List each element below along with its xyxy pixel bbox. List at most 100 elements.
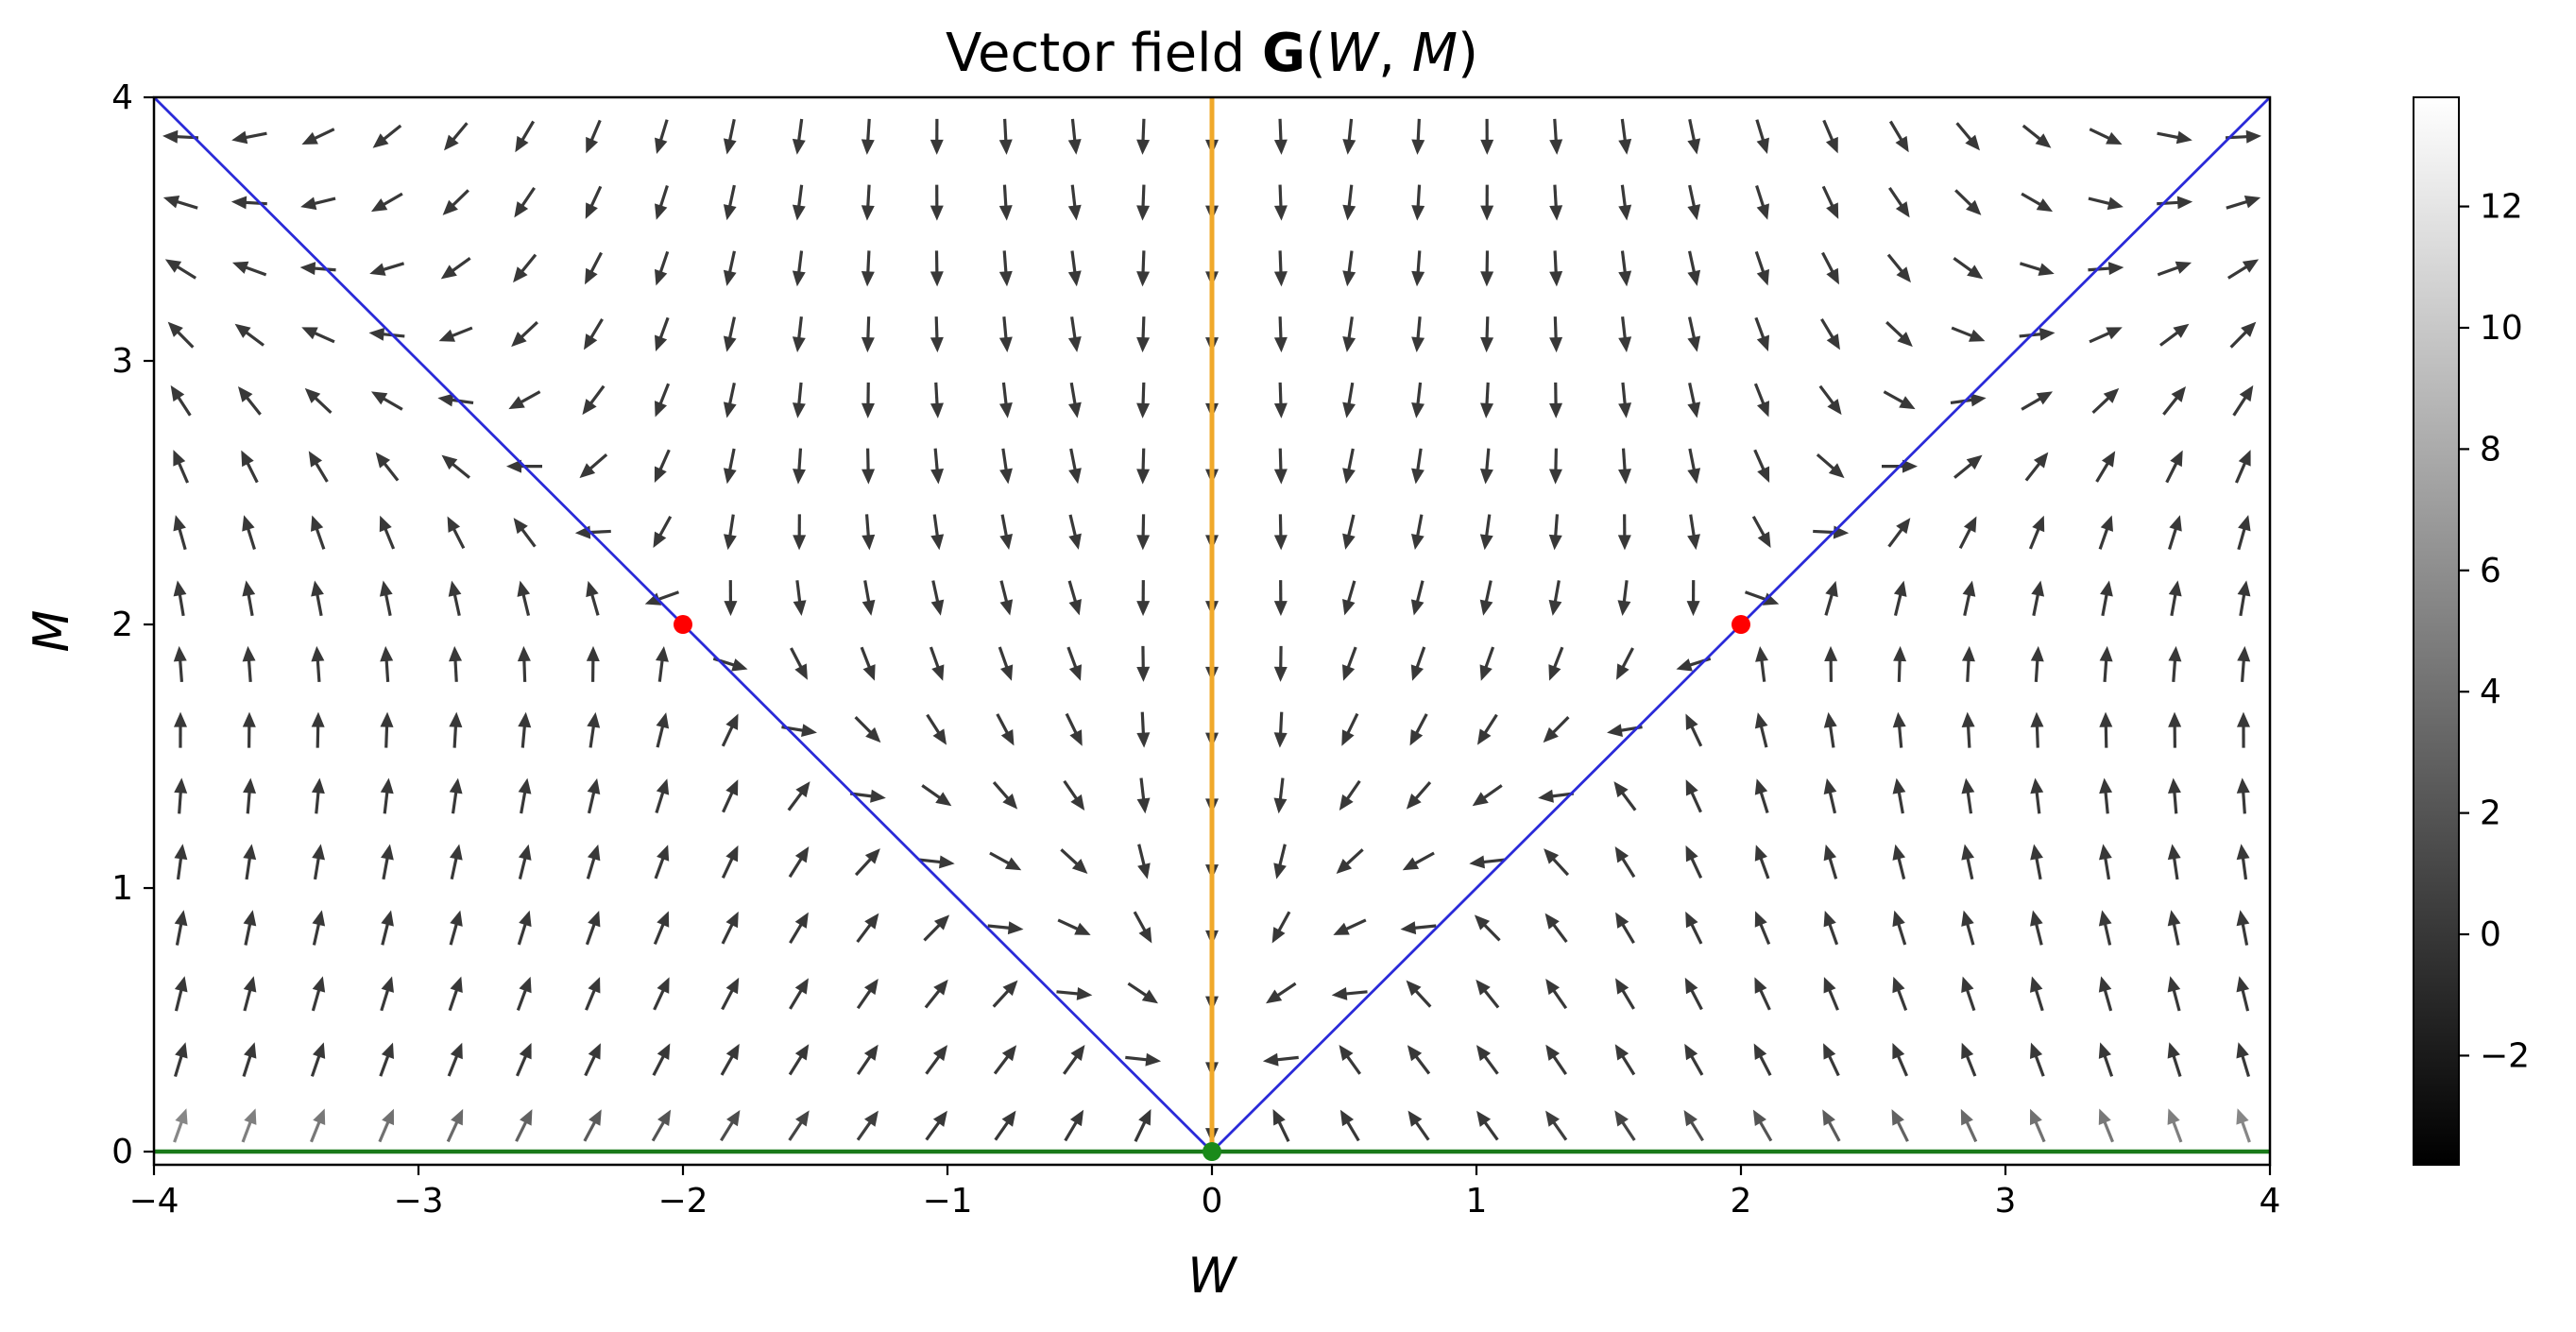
quiver-arrow	[231, 261, 267, 277]
quiver-arrow	[861, 316, 875, 353]
quiver-arrow	[1961, 711, 1975, 748]
quiver-arrow	[856, 1044, 879, 1075]
quiver-arrow	[781, 724, 817, 738]
quiver-arrow	[446, 1108, 464, 1143]
x-tick-label: 0	[1202, 1182, 1223, 1221]
quiver-arrow	[1618, 184, 1632, 221]
quiver-arrow	[1886, 253, 1911, 283]
quiver-arrow	[574, 525, 611, 539]
quiver-arrow	[449, 844, 463, 880]
quiver-arrow	[1548, 646, 1564, 681]
quiver-arrow	[310, 1108, 326, 1143]
quiver-arrow	[1961, 976, 1976, 1012]
quiver-arrow	[1823, 844, 1838, 879]
quiver-arrow	[1687, 250, 1701, 286]
quiver-arrow	[722, 779, 739, 813]
quiver-arrow	[381, 844, 394, 880]
x-tick-label: 3	[1995, 1182, 2017, 1221]
colorbar-tick-label: 6	[2480, 552, 2501, 590]
quiver-arrow	[992, 781, 1018, 810]
quiver-arrow	[862, 580, 876, 616]
quiver-arrow	[2167, 976, 2181, 1012]
quiver-arrow	[584, 1043, 601, 1077]
quiver-arrow	[174, 777, 188, 814]
quiver-arrow	[1136, 514, 1151, 551]
quiver-arrow	[162, 196, 198, 210]
quiver-arrow	[1136, 184, 1151, 221]
quiver-arrow	[1549, 118, 1563, 155]
quiver-arrow	[1614, 1110, 1636, 1141]
quiver-arrow	[1339, 1044, 1361, 1075]
quiver-arrow	[311, 515, 326, 550]
quiver-arrow	[380, 711, 394, 748]
quiver-arrow	[243, 976, 257, 1012]
quiver-arrow	[1548, 580, 1562, 616]
quiver-arrow	[999, 580, 1014, 616]
quiver-arrow	[1549, 316, 1563, 353]
fixed-points	[674, 615, 1750, 1162]
quiver-arrow	[1411, 316, 1425, 353]
quiver-arrow	[1549, 382, 1563, 418]
quiver-arrow	[2098, 515, 2113, 550]
quiver-arrow	[1410, 580, 1424, 616]
quiver-arrow	[1824, 645, 1838, 682]
quiver-arrow	[862, 514, 876, 551]
quiver-arrow	[651, 1109, 672, 1142]
quiver-arrow	[241, 450, 259, 484]
quiver-arrow	[2031, 580, 2045, 617]
quiver-arrow	[173, 645, 187, 682]
quiver-arrow	[861, 382, 875, 418]
quiver-arrow	[998, 184, 1013, 221]
quiver-arrow	[440, 256, 471, 280]
quiver-arrow	[994, 1110, 1016, 1141]
quiver-arrow	[2021, 192, 2054, 213]
quiver-arrow	[369, 262, 405, 276]
quiver-arrow	[301, 128, 335, 145]
quiver-arrow	[1476, 979, 1500, 1009]
quiver-arrow	[508, 390, 541, 410]
colorbar-gradient	[2413, 96, 2460, 1166]
quiver-arrow	[1744, 590, 1780, 606]
quiver-arrow	[1342, 514, 1356, 550]
title-arg2: M	[1412, 23, 1458, 84]
quiver-arrow	[1686, 580, 1700, 617]
quiver-arrow	[242, 1042, 257, 1077]
quiver-arrow	[1400, 921, 1437, 935]
quiver-arrow	[789, 912, 809, 945]
quiver-arrow	[1618, 118, 1632, 155]
quiver-arrow	[1411, 448, 1424, 485]
quiver-arrow	[1068, 448, 1082, 485]
quiver-arrow	[1754, 250, 1769, 286]
quiver-arrow	[998, 382, 1013, 418]
title-args-close: )	[1458, 23, 1478, 84]
colorbar-tick-label: −2	[2480, 1036, 2530, 1075]
quiver-arrow	[1271, 911, 1291, 944]
quiver-arrow	[1411, 118, 1425, 155]
quiver-arrow	[1962, 580, 1976, 617]
quiver-arrow	[653, 515, 673, 549]
quiver-arrow	[996, 713, 1015, 746]
quiver-arrow	[1057, 918, 1091, 935]
quiver-arrow	[930, 514, 945, 551]
curve-lines	[154, 97, 2270, 1154]
quiver-arrow	[1272, 1109, 1290, 1142]
quiver-arrow	[1618, 382, 1632, 418]
quiver-arrow	[1753, 449, 1770, 483]
quiver-arrow	[518, 844, 532, 879]
quiver-arrow	[585, 251, 603, 285]
quiver-arrows	[162, 118, 2261, 1144]
y-axis-label: M	[24, 610, 80, 653]
quiver-arrow	[1136, 448, 1151, 485]
quiver-arrow	[724, 514, 737, 551]
quiver-arrow	[723, 316, 737, 352]
quiver-arrow	[1961, 910, 1975, 946]
quiver-arrow	[511, 320, 538, 348]
quiver-arrow	[2022, 124, 2052, 148]
quiver-arrow	[173, 515, 187, 551]
quiver-arrow	[1406, 781, 1432, 810]
quiver-arrow	[856, 913, 879, 944]
quiver-arrow	[437, 393, 474, 407]
quiver-arrow	[925, 1045, 948, 1075]
quiver-arrow	[2019, 262, 2055, 276]
quiver-arrow	[2029, 1108, 2046, 1143]
